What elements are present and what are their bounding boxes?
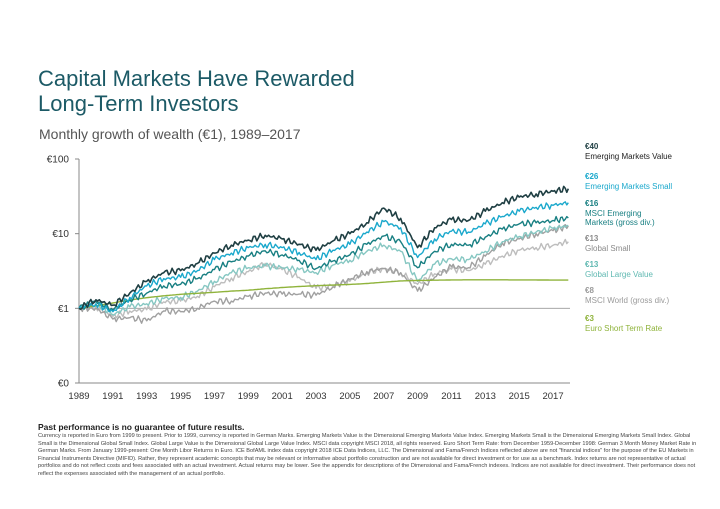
x-tick-label: 2017 xyxy=(542,391,563,402)
x-tick-label: 2011 xyxy=(441,391,461,402)
x-tick-label: 2001 xyxy=(272,391,293,402)
series-line-global-small xyxy=(78,224,569,324)
series-line-markets-gross-div xyxy=(78,215,569,313)
x-tick-label: 1993 xyxy=(136,391,157,402)
series-line-emerging-markets-small xyxy=(78,201,569,313)
legend-item: €13 Global Small xyxy=(585,234,715,253)
x-tick-label: 2003 xyxy=(305,391,326,402)
x-tick-label: 1995 xyxy=(170,391,191,402)
title-line-2: Long-Term Investors xyxy=(38,91,239,116)
y-tick-label: €1 xyxy=(58,304,70,315)
chart-subtitle: Monthly growth of wealth (€1), 1989–2017 xyxy=(39,126,301,142)
footnote-body: Currency is reported in Euro from 1999 t… xyxy=(38,433,697,477)
legend-label: Global Small xyxy=(585,243,631,253)
x-tick-label: 2009 xyxy=(407,391,428,402)
legend-label: Global Large Value xyxy=(585,269,653,279)
chart-title: Capital Markets Have Rewarded Long-Term … xyxy=(38,66,458,116)
x-tick-label: 1997 xyxy=(204,391,225,402)
legend-item: €13 Global Large Value xyxy=(585,260,715,279)
legend-label: MSCI World (gross div.) xyxy=(585,295,670,305)
footnote-head: Past performance is no guarantee of futu… xyxy=(38,422,245,432)
legend-item: €40 Emerging Markets Value xyxy=(585,142,715,161)
footnote: Past performance is no guarantee of futu… xyxy=(38,422,703,479)
title-line-1: Capital Markets Have Rewarded xyxy=(38,66,355,91)
x-tick-label: 2005 xyxy=(339,391,360,402)
legend-label: MSCI Emerging xyxy=(585,208,642,218)
legend-item: €8 MSCI World (gross div.) xyxy=(585,286,715,305)
legend-value: €40 xyxy=(585,142,599,151)
series-line-emerging-markets-value xyxy=(78,185,570,311)
legend-label: Markets (gross div.) xyxy=(585,218,655,227)
y-tick-label: €100 xyxy=(47,155,70,166)
legend-value: €16 xyxy=(585,199,599,208)
legend-value: €8 xyxy=(585,286,594,295)
y-tick-label: €0 xyxy=(58,379,70,390)
legend-label: Emerging Markets Small xyxy=(585,181,673,191)
x-tick-label: 1989 xyxy=(68,391,89,402)
legend-label: Emerging Markets Value xyxy=(585,151,672,161)
x-tick-label: 2015 xyxy=(509,391,530,402)
x-tick-label: 2013 xyxy=(475,391,496,402)
legend-item: €16 MSCI Emerging Markets (gross div.) xyxy=(585,199,715,228)
x-tick-label: 1991 xyxy=(102,391,123,402)
series-line-global-large-value xyxy=(78,224,569,316)
legend-value: €13 xyxy=(585,234,599,243)
series-line-euro-short-term-rate xyxy=(78,279,569,309)
legend-value: €26 xyxy=(585,172,599,181)
legend-value: €13 xyxy=(585,260,599,269)
y-tick-label: €10 xyxy=(52,229,69,240)
legend-value: €3 xyxy=(585,314,594,323)
legend-item: €26 Emerging Markets Small xyxy=(585,172,715,191)
x-tick-label: 1999 xyxy=(238,391,259,402)
legend-label: Euro Short Term Rate xyxy=(585,323,663,333)
legend-item: €3 Euro Short Term Rate xyxy=(585,314,715,333)
x-tick-label: 2007 xyxy=(373,391,394,402)
